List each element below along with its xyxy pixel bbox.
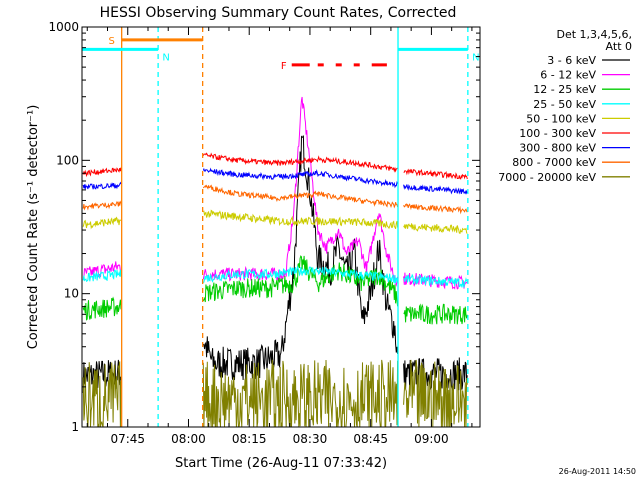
series-line-100-300-kev [82, 152, 468, 180]
legend-header-line-1: Det 1,3,4,5,6, [556, 28, 632, 41]
legend-label: 3 - 6 keV [547, 54, 596, 67]
state-label-f: F [281, 61, 287, 72]
legend: Det 1,3,4,5,6, Att 0 3 - 6 keV 6 - 12 keV… [498, 28, 632, 184]
y-tick-label: 10 [64, 287, 79, 301]
legend-header-line-2: Att 0 [606, 40, 632, 53]
legend-label: 6 - 12 keV [540, 69, 596, 82]
series-line-50-100-kev [82, 209, 468, 234]
x-axis-label: Start Time (26-Aug-11 07:33:42) [175, 456, 387, 471]
y-axis-label: Corrected Count Rate (s⁻¹ detector⁻¹) [26, 105, 41, 350]
series-line-12-25-kev [82, 255, 468, 325]
legend-label: 25 - 50 keV [533, 98, 596, 111]
y-tick-label: 1 [71, 420, 79, 434]
series-line-3-6-kev [82, 135, 468, 394]
series-line-25-50-kev [82, 265, 468, 288]
x-tick-label: 08:30 [293, 432, 328, 446]
legend-label: 7000 - 20000 keV [498, 171, 596, 184]
legend-label: 800 - 7000 keV [512, 156, 596, 169]
x-tick-label: 08:00 [171, 432, 206, 446]
state-label-s: S [108, 36, 114, 47]
legend-label: 300 - 800 keV [519, 142, 596, 155]
x-tick-label: 08:45 [353, 432, 388, 446]
series-line-300-800-kev [82, 167, 468, 195]
x-tick-label: 08:15 [232, 432, 267, 446]
footer-timestamp: 26-Aug-2011 14:50 [559, 467, 636, 476]
series-line-800-7000-kev [82, 184, 468, 215]
legend-label: 12 - 25 keV [533, 83, 596, 96]
series-line-7000-20000-kev [82, 359, 468, 428]
state-label-n: N [472, 52, 479, 63]
y-tick-label: 100 [56, 153, 79, 167]
x-tick-label: 09:00 [414, 432, 449, 446]
y-tick-label: 1000 [48, 20, 79, 34]
legend-label: 100 - 300 keV [519, 127, 596, 140]
plot-frame [81, 26, 481, 428]
chart-title: HESSI Observing Summary Count Rates, Cor… [100, 5, 457, 21]
legend-label: 50 - 100 keV [526, 112, 596, 125]
x-tick-label: 07:45 [110, 432, 145, 446]
series-line-6-12-kev [82, 96, 468, 290]
state-label-n: N [162, 52, 169, 63]
axes: 1 10 100 1000 07:45 08:00 08:15 08:30 08:45 09:00 [48, 20, 480, 446]
plot-area: S N N F [82, 27, 480, 428]
